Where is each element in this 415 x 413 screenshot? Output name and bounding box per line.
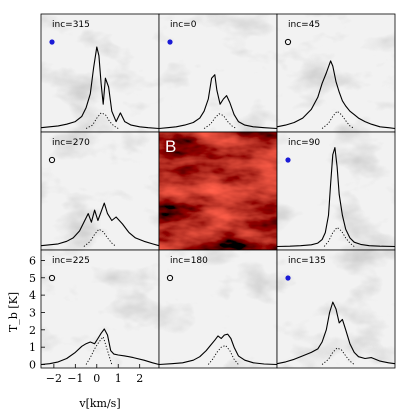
y-tick-label: 0 <box>29 359 36 372</box>
panel-1: inc=315 <box>40 13 160 133</box>
solid-spectrum-line <box>158 74 278 130</box>
dotted-spectrum-line <box>83 228 117 247</box>
x-tick-label: 0 <box>93 372 100 385</box>
panel-label: inc=135 <box>288 256 326 266</box>
y-tick-label: 1 <box>29 341 36 354</box>
panel-5: B <box>158 131 278 251</box>
x-tick-label: −2 <box>46 372 62 385</box>
solid-spectrum-line <box>276 60 396 130</box>
solid-spectrum-line <box>158 333 278 366</box>
panel-label: inc=225 <box>52 256 90 266</box>
dotted-spectrum-line <box>323 226 355 247</box>
panel-cloud-map <box>41 250 159 368</box>
panel-label: inc=180 <box>170 256 208 266</box>
panel-6: inc=90 <box>276 131 396 251</box>
filled-marker <box>167 39 173 45</box>
center-panel-label: B <box>165 137 176 156</box>
solid-spectrum-line <box>40 46 160 130</box>
axes-layer: T_b [K] v[km/s] 0 1 2 3 4 5 6 −2 −1 0 1 2 <box>7 254 143 410</box>
solid-spectrum-line <box>276 301 396 365</box>
solid-spectrum-line <box>276 147 396 248</box>
panel-label: inc=90 <box>288 138 320 148</box>
panel-7: inc=225 <box>40 249 160 369</box>
filled-marker <box>285 157 291 163</box>
solid-spectrum-line <box>40 202 160 247</box>
open-marker <box>48 274 56 282</box>
panel-cloud-map <box>277 14 395 132</box>
y-tick-label: 5 <box>29 272 36 285</box>
dotted-spectrum-line <box>85 112 119 129</box>
panel-label: inc=270 <box>52 138 90 148</box>
x-tick-label: 1 <box>115 372 122 385</box>
y-tick-label: 6 <box>29 254 36 267</box>
y-axis-label: T_b [K] <box>7 292 20 332</box>
filled-marker <box>49 39 55 45</box>
filled-marker <box>285 275 291 281</box>
panel-3: inc=45 <box>276 13 396 133</box>
x-tick-label: −1 <box>67 372 83 385</box>
open-marker <box>166 274 174 282</box>
open-marker <box>284 38 292 46</box>
panel-cloud-map <box>277 132 395 250</box>
panel-cloud-map <box>159 250 277 368</box>
x-axis-label: v[km/s] <box>78 397 120 410</box>
panel-label: inc=315 <box>52 20 90 30</box>
panel-label: inc=45 <box>288 20 320 30</box>
dotted-spectrum-line <box>321 110 355 129</box>
x-tick-label: 2 <box>136 372 143 385</box>
panel-label: inc=0 <box>170 20 197 30</box>
panel-9: inc=135 <box>276 249 396 369</box>
center-panel-emission-map <box>159 132 277 250</box>
open-marker <box>48 156 56 164</box>
panel-cloud-map <box>41 132 159 250</box>
panel-cloud-map <box>159 14 277 132</box>
panel-8: inc=180 <box>158 249 278 369</box>
panel-frame <box>276 249 396 369</box>
solid-spectrum-line <box>40 328 160 366</box>
panel-2: inc=0 <box>158 13 278 133</box>
y-tick-label: 3 <box>29 306 36 319</box>
y-tick-label: 2 <box>29 324 36 337</box>
dotted-spectrum-line <box>321 347 355 365</box>
y-tick-label: 4 <box>29 289 36 302</box>
panel-4: inc=270 <box>40 131 160 251</box>
